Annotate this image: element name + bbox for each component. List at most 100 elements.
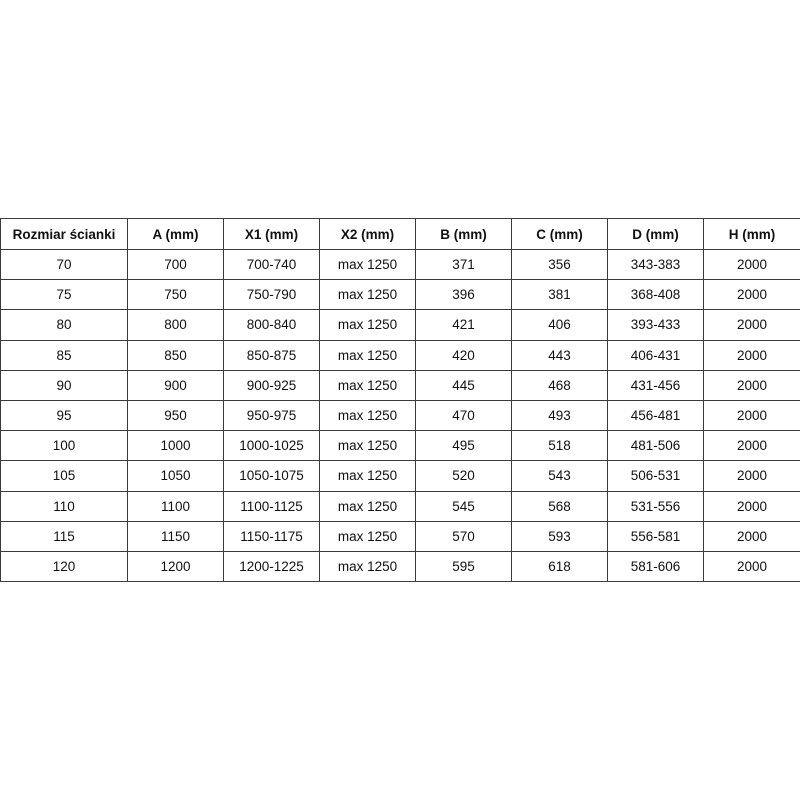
column-header: D (mm) — [607, 218, 704, 250]
table-cell: max 1250 — [319, 248, 416, 281]
table-cell: 2000 — [703, 399, 800, 432]
table-cell: 1050 — [127, 460, 224, 492]
table-row: 100 1000 1000-1025 max 1250 495 518 481-506 200… — [0, 430, 800, 462]
table-cell: 545 — [415, 490, 512, 522]
table-cell: 520 — [415, 460, 512, 492]
table-row: 115 1150 1150-1175 max 1250 570 593 556-581 200… — [0, 520, 800, 552]
table-cell: max 1250 — [319, 490, 416, 522]
table-cell: max 1250 — [319, 369, 416, 401]
table-cell: 90 — [0, 369, 128, 401]
table-cell: 2000 — [703, 369, 800, 401]
table-cell: 568 — [511, 490, 608, 522]
table-cell: 371 — [415, 248, 512, 281]
table-row: 95 950 950-975 max 1250 470 493 456-481 2000 — [0, 399, 800, 432]
table-cell: 750 — [127, 279, 224, 311]
table-cell: 381 — [511, 279, 608, 311]
table-cell: 356 — [511, 248, 608, 281]
column-header: X1 (mm) — [223, 218, 320, 250]
table-row: 70 700 700-740 max 1250 371 356 343-383 2000 — [0, 248, 800, 281]
table-cell: 1000-1025 — [223, 430, 320, 462]
table-cell: 700-740 — [223, 248, 320, 281]
table-cell: 506-531 — [607, 460, 704, 492]
table-row: 120 1200 1200-1225 max 1250 595 618 581-606 200… — [0, 550, 800, 583]
table-cell: 593 — [511, 520, 608, 552]
table-cell: max 1250 — [319, 430, 416, 462]
table-cell: max 1250 — [319, 399, 416, 432]
table-cell: 900-925 — [223, 369, 320, 401]
table-row: 110 1100 1100-1125 max 1250 545 568 531-556 200… — [0, 490, 800, 522]
table-cell: 396 — [415, 279, 512, 311]
table-cell: 850 — [127, 339, 224, 371]
table-cell: 2000 — [703, 490, 800, 522]
table-cell: 1150 — [127, 520, 224, 552]
table-cell: 495 — [415, 430, 512, 462]
table-cell: max 1250 — [319, 279, 416, 311]
table-cell: 368-408 — [607, 279, 704, 311]
column-header: Rozmiar ścianki — [0, 218, 128, 250]
table-row: 75 750 750-790 max 1250 396 381 368-408 2000 — [0, 279, 800, 311]
table-cell: 900 — [127, 369, 224, 401]
table-cell: 531-556 — [607, 490, 704, 522]
table-cell: 2000 — [703, 430, 800, 462]
table-cell: 70 — [0, 248, 128, 281]
table-cell: 581-606 — [607, 550, 704, 583]
table-cell: 618 — [511, 550, 608, 583]
table-cell: 1000 — [127, 430, 224, 462]
table-cell: 100 — [0, 430, 128, 462]
table-cell: 2000 — [703, 309, 800, 341]
table-cell: 470 — [415, 399, 512, 432]
table-cell: 456-481 — [607, 399, 704, 432]
table-row: 85 850 850-875 max 1250 420 443 406-431 2000 — [0, 339, 800, 371]
column-header: X2 (mm) — [319, 218, 416, 250]
table-cell: 445 — [415, 369, 512, 401]
table-cell: max 1250 — [319, 460, 416, 492]
table-cell: 1200 — [127, 550, 224, 583]
table-cell: max 1250 — [319, 309, 416, 341]
table-cell: 110 — [0, 490, 128, 522]
table-cell: 105 — [0, 460, 128, 492]
table-cell: 2000 — [703, 460, 800, 492]
table-cell: 75 — [0, 279, 128, 311]
table-cell: 800 — [127, 309, 224, 341]
table-cell: 468 — [511, 369, 608, 401]
table-cell: 2000 — [703, 339, 800, 371]
header-row: Rozmiar ścianki A (mm) X1 (mm) X2 (mm) B (mm… — [0, 218, 800, 250]
table-cell: 85 — [0, 339, 128, 371]
table-cell: 443 — [511, 339, 608, 371]
table-cell: 1100 — [127, 490, 224, 522]
table-cell: 1200-1225 — [223, 550, 320, 583]
table-cell: 80 — [0, 309, 128, 341]
table-cell: 1150-1175 — [223, 520, 320, 552]
table-cell: 750-790 — [223, 279, 320, 311]
table-row: 90 900 900-925 max 1250 445 468 431-456 2000 — [0, 369, 800, 401]
table-cell: 95 — [0, 399, 128, 432]
table-cell: 493 — [511, 399, 608, 432]
table-cell: 2000 — [703, 279, 800, 311]
table-cell: max 1250 — [319, 339, 416, 371]
table-cell: 1050-1075 — [223, 460, 320, 492]
table-cell: 431-456 — [607, 369, 704, 401]
table-cell: 406 — [511, 309, 608, 341]
column-header: B (mm) — [415, 218, 512, 250]
table-cell: 2000 — [703, 520, 800, 552]
table-cell: 570 — [415, 520, 512, 552]
table-cell: 800-840 — [223, 309, 320, 341]
table-cell: 595 — [415, 550, 512, 583]
table-row: 80 800 800-840 max 1250 421 406 393-433 2000 — [0, 309, 800, 341]
table-cell: max 1250 — [319, 550, 416, 583]
table-cell: 543 — [511, 460, 608, 492]
table-cell: 850-875 — [223, 339, 320, 371]
table-cell: 2000 — [703, 248, 800, 281]
column-header: H (mm) — [703, 218, 800, 250]
table-cell: 115 — [0, 520, 128, 552]
table-cell: 950 — [127, 399, 224, 432]
column-header: C (mm) — [511, 218, 608, 250]
table-cell: 1100-1125 — [223, 490, 320, 522]
table-cell: 421 — [415, 309, 512, 341]
table-cell: max 1250 — [319, 520, 416, 552]
table-cell: 406-431 — [607, 339, 704, 371]
table-cell: 120 — [0, 550, 128, 583]
table-cell: 556-581 — [607, 520, 704, 552]
table-row: 105 1050 1050-1075 max 1250 520 543 506-531 200… — [0, 460, 800, 492]
table-cell: 518 — [511, 430, 608, 462]
